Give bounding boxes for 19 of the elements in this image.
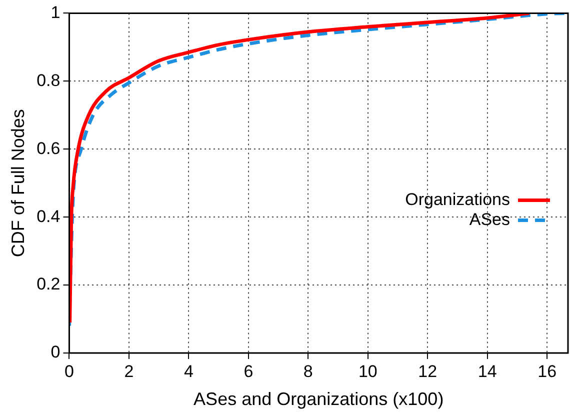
x-tick-label: 6 xyxy=(244,362,254,381)
x-tick-label: 10 xyxy=(358,362,378,381)
x-tick-label: 0 xyxy=(64,362,74,381)
legend-label: Organizations xyxy=(405,190,510,209)
x-tick-label: 8 xyxy=(303,362,313,381)
x-tick-label: 16 xyxy=(538,362,557,381)
x-tick-label: 4 xyxy=(184,362,194,381)
x-tick-label: 14 xyxy=(478,362,497,381)
x-tick-label: 12 xyxy=(418,362,438,381)
y-tick-label: 0.6 xyxy=(36,138,60,158)
legend-label: ASes xyxy=(469,210,510,229)
y-tick-label: 0.2 xyxy=(36,274,60,294)
y-axis-title: CDF of Full Nodes xyxy=(8,109,28,258)
y-tick-label: 0.8 xyxy=(36,70,60,90)
y-tick-label: 1 xyxy=(50,2,60,22)
y-tick-label: 0.4 xyxy=(36,206,60,226)
x-tick-label: 2 xyxy=(124,362,134,381)
y-tick-label: 0 xyxy=(50,342,60,362)
x-axis-title: ASes and Organizations (x100) xyxy=(194,389,444,410)
